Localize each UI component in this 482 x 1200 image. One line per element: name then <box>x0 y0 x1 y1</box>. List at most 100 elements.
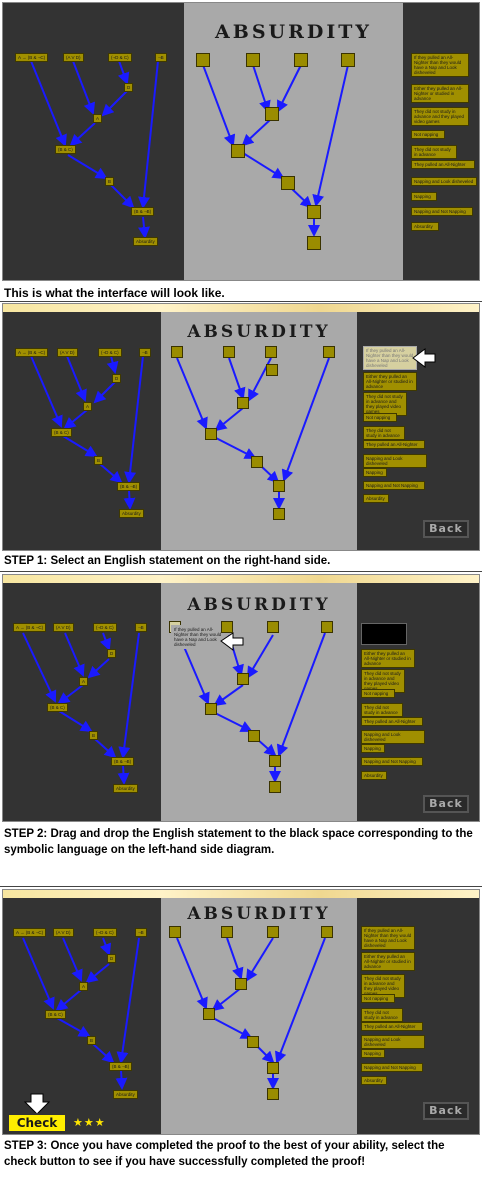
statement-9[interactable]: Napping and Not Napping <box>363 481 425 490</box>
drop-slot[interactable] <box>269 781 281 793</box>
statement-6[interactable]: They pulled an All-Nighter <box>361 717 423 726</box>
line-bc: (B & C) <box>55 145 76 154</box>
statement-9[interactable]: Napping and Not Napping <box>361 757 423 766</box>
statement-4[interactable]: Not napping <box>361 689 395 698</box>
statement-6[interactable]: They pulled an All-Nighter <box>411 160 475 169</box>
statement-10[interactable]: Absurdity <box>363 494 389 503</box>
empty-statement-slot[interactable] <box>361 623 407 645</box>
caption-intro: This is what the interface will look lik… <box>4 286 225 300</box>
back-button[interactable]: Back <box>423 1102 469 1120</box>
statement-6[interactable]: They pulled an All-Nighter <box>361 1022 423 1031</box>
drop-slot[interactable] <box>203 1008 215 1020</box>
statement-1[interactable]: If they pulled an All-Nighter than they … <box>361 926 415 950</box>
drop-slot[interactable] <box>323 346 335 358</box>
statement-4[interactable]: Not napping <box>361 994 395 1003</box>
line-b: B <box>105 177 115 186</box>
diagram-arrows <box>22 937 326 1090</box>
line-d: D <box>112 374 122 383</box>
drop-slot[interactable] <box>247 1036 259 1048</box>
drop-slot[interactable] <box>235 978 247 990</box>
drop-slot[interactable] <box>221 621 233 633</box>
line-bc: (B & C) <box>51 428 72 437</box>
drop-slot[interactable] <box>321 926 333 938</box>
statement-2[interactable]: Either they pulled an All-Nighter or stu… <box>363 372 417 391</box>
statement-3[interactable]: They did not study in advance and they p… <box>411 107 469 126</box>
statement-5[interactable]: They did not study in advance <box>411 145 457 159</box>
drop-slot[interactable] <box>237 397 249 409</box>
line-absurdity: Absurdity <box>113 784 138 793</box>
check-button[interactable]: Check <box>7 1113 67 1133</box>
back-button[interactable]: Back <box>423 795 469 813</box>
drop-slot[interactable] <box>267 926 279 938</box>
statement-8[interactable]: Napping <box>411 192 437 201</box>
statement-7[interactable]: Napping and Look disheveled <box>361 1035 425 1049</box>
drop-slot[interactable] <box>248 730 260 742</box>
drop-slot[interactable] <box>205 703 217 715</box>
drop-slot[interactable] <box>196 53 210 67</box>
drop-slot[interactable] <box>169 926 181 938</box>
statement-7[interactable]: Napping and Look disheveled <box>411 177 477 186</box>
line-a: A <box>93 114 103 123</box>
statement-5[interactable]: They did not study in advance <box>361 703 403 717</box>
statement-9[interactable]: Napping and Not Napping <box>361 1063 423 1072</box>
line-bnb: (B & ¬B) <box>109 1062 133 1071</box>
statement-8[interactable]: Napping <box>361 1049 385 1058</box>
screenshot-intro: ABSURDITY A → (B & ¬C) (A V D) (¬D & C) … <box>2 2 480 281</box>
statement-10[interactable]: Absurdity <box>411 222 439 231</box>
drop-slot[interactable] <box>231 144 245 158</box>
line-b: B <box>87 1036 97 1045</box>
drop-slot[interactable] <box>223 346 235 358</box>
drop-slot[interactable] <box>294 53 308 67</box>
back-button[interactable]: Back <box>423 520 469 538</box>
line-absurdity: Absurdity <box>133 237 158 246</box>
statement-4[interactable]: Not napping <box>411 130 445 139</box>
line-bnb: (B & ¬B) <box>117 482 141 491</box>
drop-slot[interactable] <box>281 176 295 190</box>
drop-slot[interactable] <box>251 456 263 468</box>
drop-slot[interactable] <box>273 508 285 520</box>
drop-slot[interactable] <box>205 428 217 440</box>
divider <box>0 886 482 887</box>
statement-6[interactable]: They pulled an All-Nighter <box>363 440 425 449</box>
statement-8[interactable]: Napping <box>363 468 387 477</box>
statement-7[interactable]: Napping and Look disheveled <box>363 454 427 468</box>
caption-step3: STEP 3: Once you have completed the proo… <box>4 1140 445 1168</box>
premise-1: A → (B & ¬C) <box>15 53 49 62</box>
pointer-arrow-icon <box>412 348 436 368</box>
drop-slot[interactable] <box>307 236 321 250</box>
drop-slot[interactable] <box>267 1062 279 1074</box>
statement-7[interactable]: Napping and Look disheveled <box>361 730 425 744</box>
drop-slot[interactable] <box>273 480 285 492</box>
statement-10[interactable]: Absurdity <box>361 1076 387 1085</box>
drop-slot[interactable] <box>246 53 260 67</box>
dragged-statement[interactable]: If they pulled an All-Nighter than they … <box>171 625 225 649</box>
drop-slot[interactable] <box>266 364 278 376</box>
statement-5[interactable]: They did not study in advance <box>363 426 405 440</box>
drop-slot[interactable] <box>221 926 233 938</box>
game-title: ABSURDITY <box>187 595 331 615</box>
drop-slot[interactable] <box>267 1088 279 1100</box>
statement-9[interactable]: Napping and Not Napping <box>411 207 473 216</box>
statement-4[interactable]: Not napping <box>363 413 397 422</box>
statement-2[interactable]: Either they pulled an All-Nighter or stu… <box>361 649 415 668</box>
drop-slot[interactable] <box>321 621 333 633</box>
statement-5[interactable]: They did not study in advance <box>361 1008 403 1022</box>
drop-slot[interactable] <box>265 107 279 121</box>
screenshot-step3: ABSURDITY A → (B & ¬C) (A V D) (¬D & C) … <box>2 889 480 1135</box>
drop-slot[interactable] <box>269 755 281 767</box>
drop-slot[interactable] <box>265 346 277 358</box>
drop-slot[interactable] <box>267 621 279 633</box>
statement-2[interactable]: Either they pulled an All-Nighter or stu… <box>411 84 469 103</box>
statement-1-selected[interactable]: If they pulled an All-Nighter than they … <box>363 346 417 370</box>
drop-slot[interactable] <box>341 53 355 67</box>
line-absurdity: Absurdity <box>113 1090 138 1099</box>
drop-slot[interactable] <box>171 346 183 358</box>
drop-slot[interactable] <box>307 205 321 219</box>
caption-step2: STEP 2: Drag and drop the English statem… <box>4 828 473 856</box>
statement-2[interactable]: Either they pulled an All-Nighter or stu… <box>361 952 415 971</box>
statement-8[interactable]: Napping <box>361 744 385 753</box>
window-strip <box>3 890 479 898</box>
statement-10[interactable]: Absurdity <box>361 771 387 780</box>
drop-slot[interactable] <box>237 673 249 685</box>
statement-1[interactable]: If they pulled an All-Nighter than they … <box>411 53 469 77</box>
